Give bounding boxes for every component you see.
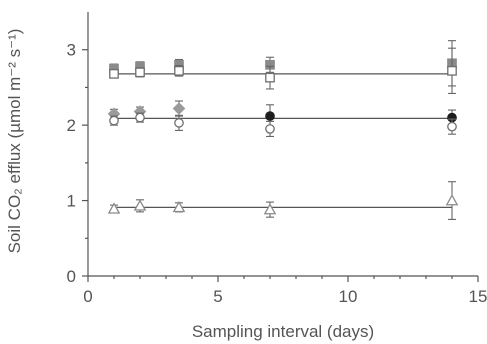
series-square-open [109,47,457,95]
square-marker [174,65,184,76]
circle-marker [174,118,184,128]
data-points [107,40,459,220]
y-axis-title: Soil CO₂ efflux (µmol m⁻² s⁻¹) [5,29,24,254]
square-marker [109,69,119,79]
circle-marker [135,112,145,123]
y-tick-label: 3 [67,41,76,60]
y-axis-ticks: 0 1 2 3 [67,41,88,286]
triangle-marker [263,203,277,215]
diamond-marker [172,102,186,115]
circle-marker [265,124,275,134]
x-axis-title: Sampling interval (days) [192,322,374,341]
series-triangle-open [107,181,459,220]
circle-marker [265,111,275,121]
triangle-marker [107,202,121,214]
fit-lines [114,73,452,208]
x-tick-label: 15 [469,287,487,306]
y-tick-label: 0 [67,267,76,286]
series-diamond-filled [107,100,186,121]
y-tick-label: 2 [67,116,76,135]
series-square-filled [109,40,457,87]
triangle-marker [445,194,459,206]
y-tick-label: 1 [67,192,76,211]
x-tick-label: 0 [83,287,92,306]
x-tick-label: 10 [339,287,358,306]
triangle-marker [133,199,147,211]
triangle-marker [172,200,186,213]
circle-marker [447,121,457,132]
x-axis-ticks: 0 5 10 15 [83,276,487,306]
square-marker [135,67,145,78]
plot-frame [87,12,478,277]
circle-marker [109,115,119,126]
square-marker [265,72,275,83]
x-tick-label: 5 [213,287,222,306]
square-marker [447,65,457,76]
series-circle-filled [265,104,457,128]
series-circle-open [109,112,457,138]
